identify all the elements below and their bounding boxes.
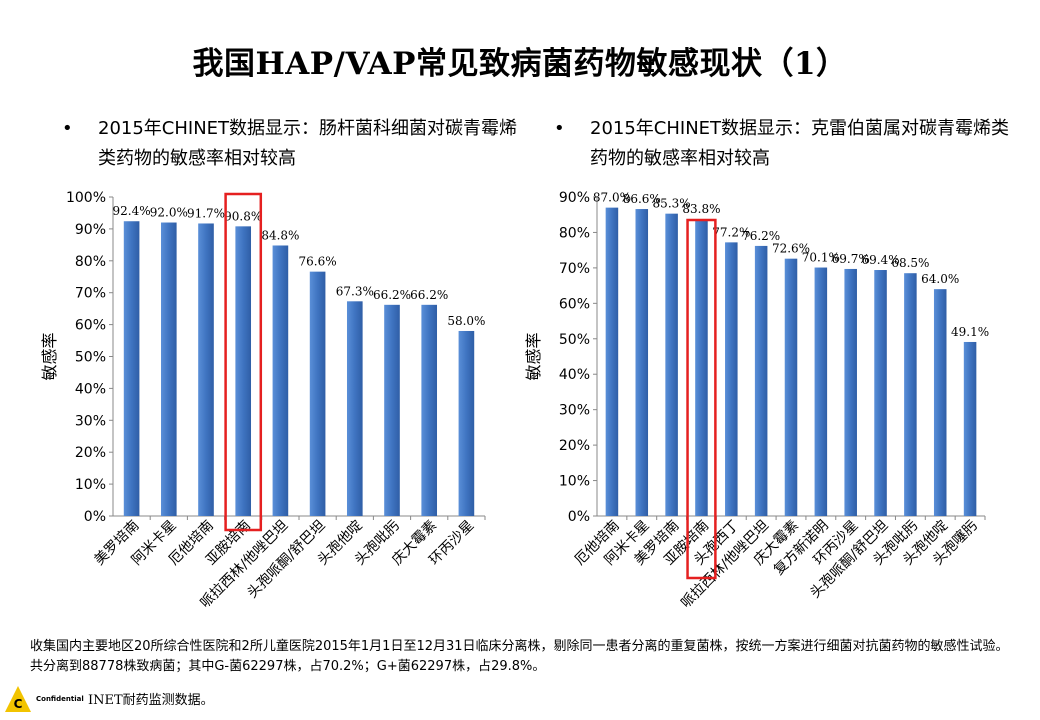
bar	[309, 271, 326, 516]
bar	[605, 207, 619, 516]
bar	[844, 268, 857, 516]
bullet-marker: •	[62, 118, 73, 139]
y-tick-label: 0%	[84, 509, 106, 525]
y-tick-label: 80%	[75, 254, 106, 270]
bullet-left-text: 2015年CHINET数据显示：肠杆菌科细菌对碳青霉烯类药物的敏感率相对较高	[98, 118, 518, 169]
highlight-box	[686, 218, 717, 580]
y-tick-label: 30%	[75, 413, 106, 429]
data-label: 66.2%	[373, 288, 411, 302]
data-label: 69.7%	[832, 252, 870, 266]
bar	[346, 301, 363, 516]
data-label: 64.0%	[921, 272, 959, 286]
footnote: 收集国内主要地区20所综合性医院和2所儿童医院2015年1月1日至12月31日临…	[30, 639, 1009, 674]
data-label: 86.6%	[623, 192, 661, 206]
y-tick-label: 20%	[559, 438, 590, 454]
data-label: 92.4%	[113, 204, 151, 218]
bar	[904, 273, 917, 516]
y-tick-label: 0%	[568, 509, 590, 525]
data-label: 69.4%	[861, 253, 899, 267]
y-tick-label: 10%	[559, 474, 590, 490]
data-label: 85.3%	[653, 197, 691, 211]
bar	[933, 289, 947, 516]
page-title: 我国HAP/VAP常见致病菌药物敏感现状（1）	[192, 46, 848, 82]
bullet-left: • 2015年CHINET数据显示：肠杆菌科细菌对碳青霉烯类药物的敏感率相对较高	[62, 114, 518, 174]
data-label: 67.3%	[336, 284, 374, 298]
bullet-right: • 2015年CHINET数据显示：克雷伯菌属对碳青霉烯类药物的敏感率相对较高	[554, 114, 1010, 174]
data-label: 72.6%	[772, 242, 810, 256]
logo-letter: C	[14, 697, 23, 711]
y-tick-label: 10%	[75, 477, 106, 493]
bar	[814, 267, 828, 516]
bullet-right-text: 2015年CHINET数据显示：克雷伯菌属对碳青霉烯类药物的敏感率相对较高	[590, 118, 1010, 169]
data-label: 70.1%	[802, 251, 840, 265]
bar	[272, 245, 289, 516]
bar	[123, 221, 140, 516]
y-tick-label: 70%	[75, 286, 106, 302]
bar	[635, 209, 649, 516]
data-label: 90.8%	[224, 209, 262, 223]
data-label: 68.5%	[891, 256, 929, 270]
data-label: 91.7%	[187, 206, 225, 220]
data-label: 76.6%	[299, 255, 337, 269]
bar	[695, 218, 708, 516]
bar	[160, 222, 177, 516]
bar	[784, 258, 798, 516]
data-label: 84.8%	[261, 228, 299, 242]
y-tick-label: 90%	[559, 190, 590, 206]
bar	[725, 242, 738, 516]
bar	[384, 304, 400, 516]
bar	[421, 304, 438, 516]
bar	[458, 330, 475, 516]
confidential-logo-icon: C	[5, 686, 31, 712]
y-tick-label: 40%	[75, 381, 106, 397]
data-label: 66.2%	[410, 288, 448, 302]
y-tick-label: 50%	[559, 332, 590, 348]
bar	[198, 223, 214, 517]
bar	[754, 245, 768, 516]
y-tick-label: 90%	[75, 222, 106, 238]
bar	[235, 226, 252, 516]
data-label: 76.2%	[742, 229, 780, 243]
y-tick-label: 30%	[559, 403, 590, 419]
bar	[963, 341, 977, 516]
logo-text: Confidential	[36, 695, 84, 703]
data-label: 92.0%	[150, 206, 188, 220]
y-tick-label: 60%	[559, 296, 590, 312]
bar	[874, 270, 887, 516]
bullet-marker: •	[554, 118, 565, 139]
y-tick-label: 50%	[75, 350, 106, 366]
data-label: 77.2%	[712, 225, 750, 239]
data-label: 87.0%	[593, 191, 631, 205]
bar	[665, 213, 678, 517]
y-tick-label: 40%	[559, 367, 590, 383]
data-label: 83.8%	[682, 202, 720, 216]
y-tick-label: 60%	[75, 318, 106, 334]
source-note: INET耐药监测数据。	[88, 693, 214, 708]
data-label: 49.1%	[951, 325, 989, 339]
y-tick-label: 20%	[75, 445, 106, 461]
y-tick-label: 100%	[66, 190, 106, 206]
y-axis-label: 敏感率	[524, 332, 543, 380]
highlight-box	[224, 192, 263, 532]
y-tick-label: 80%	[559, 225, 590, 241]
y-axis-label: 敏感率	[40, 332, 59, 380]
y-tick-label: 70%	[559, 261, 590, 277]
data-label: 58.0%	[447, 314, 485, 328]
